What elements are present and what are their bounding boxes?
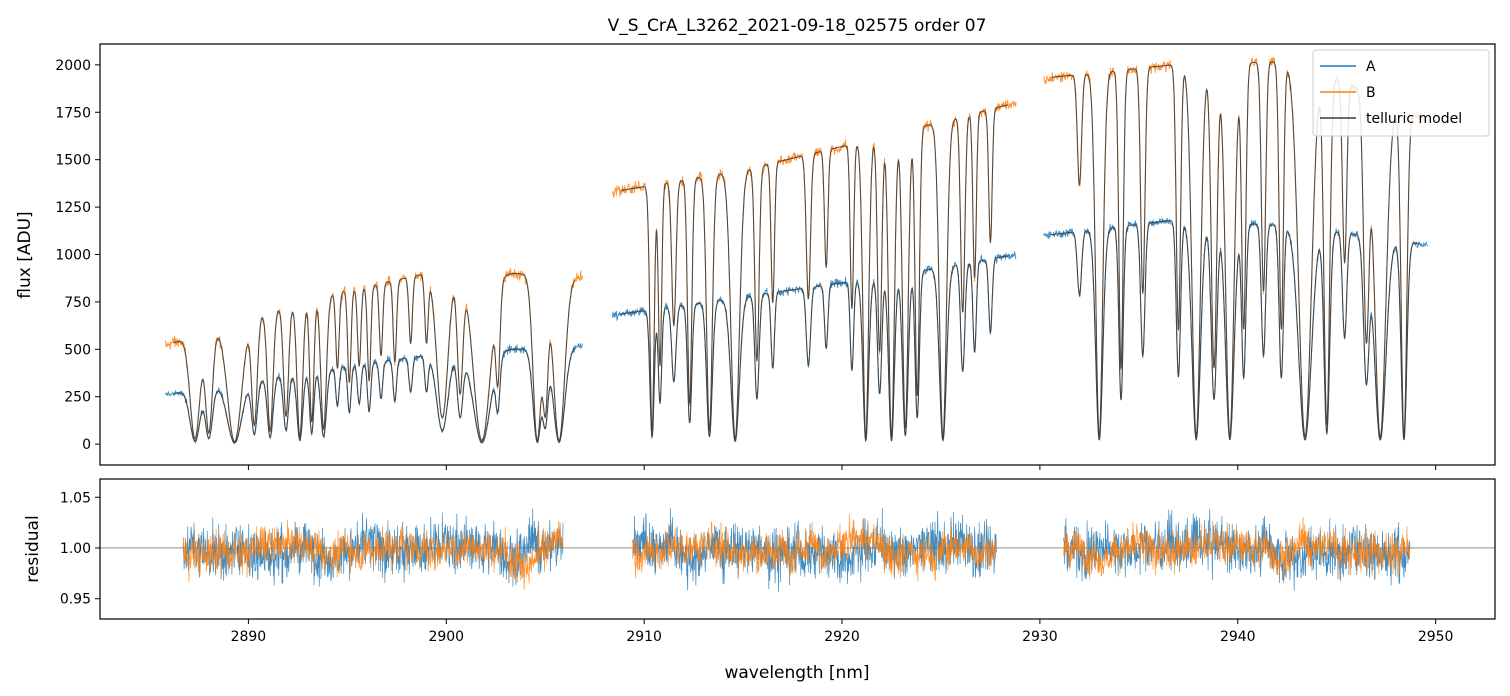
residual-panel: 0.95 1.00 1.05 2890 2900 2910 2920 2930 2940 295…	[23, 478, 1496, 683]
flux-y-ticks: 0 250 500 750 1000 1250 1500 1750 2000	[55, 58, 100, 453]
flux-y-tick-label: 500	[64, 342, 91, 358]
flux-y-tick-label: 1000	[55, 248, 91, 264]
legend-label-b: B	[1366, 85, 1376, 101]
model-b-segment-0	[173, 273, 575, 443]
flux-y-tick-label: 1500	[55, 153, 91, 169]
series-b-segment-0	[164, 268, 584, 445]
legend-label-model: telluric model	[1366, 111, 1462, 127]
residual-y-tick-label: 1.05	[60, 490, 91, 506]
model-a-segment-1	[620, 255, 1009, 443]
residual-y-label: residual	[23, 515, 43, 582]
residual-x-ticks: 2890 2900 2910 2920 2930 2940 2950	[231, 619, 1454, 645]
residual-y-tick-label: 0.95	[60, 592, 91, 608]
flux-y-tick-label: 1250	[55, 200, 91, 216]
residual-series	[100, 507, 1495, 592]
model-a-segment-2	[1051, 220, 1421, 442]
flux-series	[164, 56, 1429, 445]
x-tick-label: 2910	[626, 629, 662, 645]
x-tick-label: 2920	[824, 629, 860, 645]
series-a-segment-0	[164, 343, 583, 445]
residual-y-tick-label: 1.00	[60, 541, 91, 557]
residual-axes-frame	[99, 478, 1496, 620]
flux-y-tick-label: 250	[64, 390, 91, 406]
series-a-segment-1	[612, 251, 1017, 443]
flux-x-ticks	[247, 465, 1437, 470]
chart-title: V_S_CrA_L3262_2021-09-18_02575 order 07	[608, 16, 987, 36]
residual-a-segment-1	[632, 507, 997, 592]
residual-b-segment-0	[182, 519, 564, 591]
model-a-segment-0	[173, 347, 575, 444]
x-axis-label: wavelength [nm]	[724, 663, 869, 683]
x-tick-label: 2900	[428, 629, 464, 645]
legend-box	[1312, 49, 1490, 137]
x-tick-label: 2950	[1418, 629, 1454, 645]
flux-y-label: flux [ADU]	[15, 211, 35, 298]
x-tick-label: 2930	[1022, 629, 1058, 645]
flux-y-tick-label: 1750	[55, 105, 91, 121]
flux-panel: 0 250 500 750 1000 1250 1500 1750 2000 flux [ADU…	[15, 43, 1496, 470]
flux-y-tick-label: 0	[82, 437, 91, 453]
legend-label-a: A	[1366, 59, 1376, 75]
residual-y-ticks: 0.95 1.00 1.05	[60, 490, 100, 608]
legend: A B telluric model	[1312, 49, 1490, 137]
series-b-segment-1	[612, 98, 1017, 441]
residual-b-segment-2	[1063, 516, 1411, 580]
x-tick-label: 2890	[231, 629, 267, 645]
flux-y-tick-label: 2000	[55, 58, 91, 74]
flux-y-tick-label: 750	[64, 295, 91, 311]
x-tick-label: 2940	[1220, 629, 1256, 645]
residual-b-segment-1	[631, 513, 997, 582]
flux-axes-frame	[99, 43, 1496, 466]
model-b-segment-1	[620, 104, 1009, 440]
